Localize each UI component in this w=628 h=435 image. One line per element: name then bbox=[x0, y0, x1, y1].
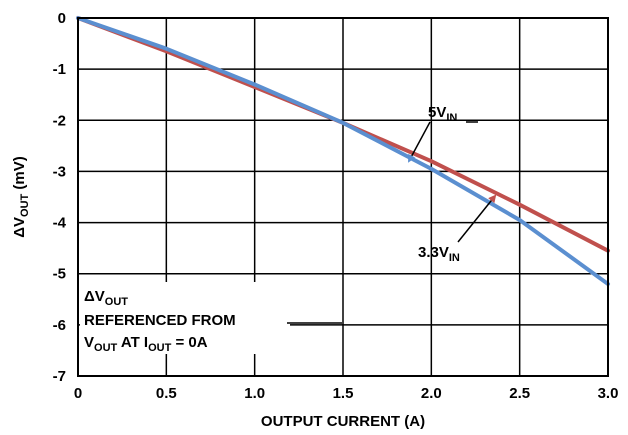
series-label-5vin-leader bbox=[408, 121, 431, 163]
y-axis-title: ΔVOUT (mV) bbox=[11, 156, 31, 238]
annotation-line-3: VOUT AT IOUT = 0A bbox=[84, 334, 208, 354]
x-tick-label: 0 bbox=[74, 385, 82, 402]
series-lines bbox=[76, 16, 610, 286]
x-axis-title: OUTPUT CURRENT (A) bbox=[261, 413, 425, 430]
x-tick-label: 1.5 bbox=[333, 385, 354, 402]
y-tick-label: -5 bbox=[53, 266, 66, 283]
plot-frame bbox=[77, 17, 609, 377]
y-tick-label: -6 bbox=[53, 317, 66, 334]
x-tick-label: 2.5 bbox=[509, 385, 530, 402]
annotation-line-2: REFERENCED FROM bbox=[84, 312, 236, 329]
y-tick-label: -1 bbox=[53, 61, 66, 78]
y-tick-label: 0 bbox=[58, 10, 66, 27]
series-label-3v3in: 3.3VIN bbox=[418, 244, 460, 264]
series-label-5vin: 5VIN bbox=[428, 104, 457, 124]
series-label-3v3in-leader bbox=[457, 194, 497, 243]
x-tick-label: 0.5 bbox=[156, 385, 177, 402]
x-tick-label: 3.0 bbox=[598, 385, 619, 402]
y-tick-label: -3 bbox=[53, 163, 66, 180]
tick-labels: 0 0.5 1.0 1.5 2.0 2.5 3.0 0 -1 -2 -3 -4 -5 -6 -7 bbox=[53, 10, 619, 402]
x-tick-label: 1.0 bbox=[244, 385, 265, 402]
y-tick-label: -7 bbox=[53, 368, 66, 385]
y-tick-label: -4 bbox=[53, 215, 67, 232]
x-tick-label: 2.0 bbox=[421, 385, 442, 402]
y-tick-label: -2 bbox=[53, 112, 66, 129]
annotation-background bbox=[80, 282, 290, 354]
annotation-line-1: ΔVOUT bbox=[84, 288, 128, 308]
series-line-5vin bbox=[76, 16, 610, 286]
